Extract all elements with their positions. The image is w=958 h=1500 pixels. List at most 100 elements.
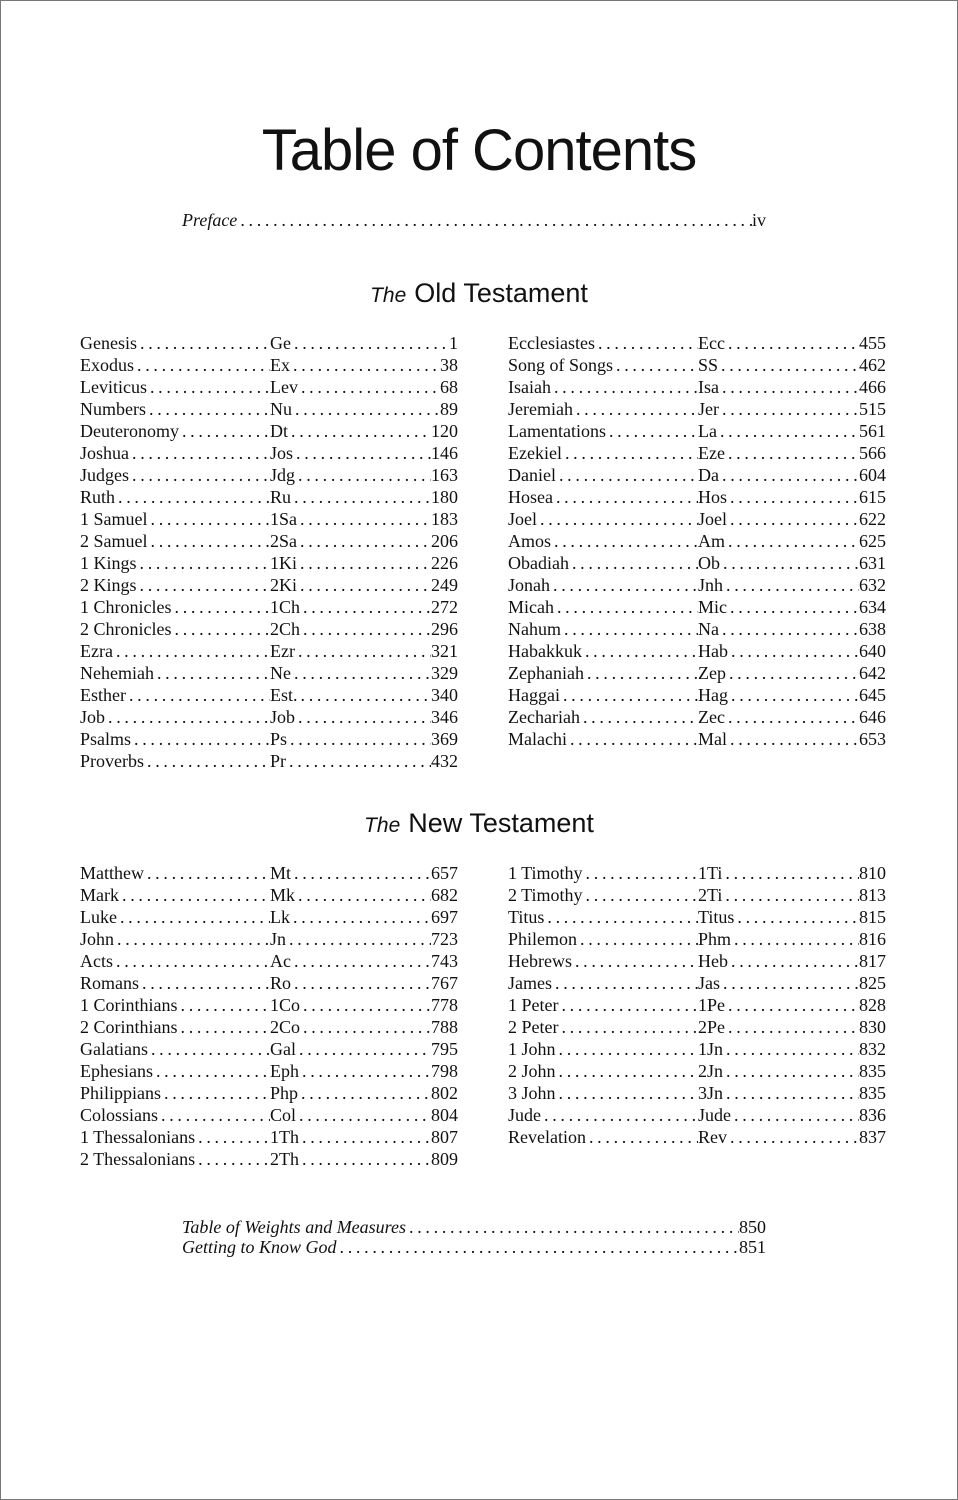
toc-row[interactable]: Jonah Jnh 632 (508, 574, 886, 596)
dot-leader (731, 1104, 859, 1126)
toc-row[interactable]: Numbers Nu 89 (80, 398, 458, 420)
toc-row[interactable]: Galatians Gal 795 (80, 1038, 458, 1060)
toc-row[interactable]: Philemon Phm 816 (508, 928, 886, 950)
toc-row[interactable]: Philippians Php 802 (80, 1082, 458, 1104)
page-number: 1 (449, 333, 458, 353)
abbreviation-cell: 1Ki 226 (270, 552, 458, 574)
toc-row[interactable]: Judges Jdg 163 (80, 464, 458, 486)
toc-row[interactable]: Haggai Hag 645 (508, 684, 886, 706)
toc-row[interactable]: 2 Peter 2Pe 830 (508, 1016, 886, 1038)
toc-row[interactable]: Nahum Na 638 (508, 618, 886, 640)
toc-row[interactable]: Daniel Da 604 (508, 464, 886, 486)
toc-row[interactable]: 1 Samuel 1Sa 183 (80, 508, 458, 530)
page-number: 836 (859, 1105, 886, 1125)
book-name: Amos (508, 531, 552, 551)
toc-row[interactable]: Ephesians Eph 798 (80, 1060, 458, 1082)
book-abbreviation: Zec (698, 707, 725, 727)
abbreviation-cell: Job 346 (270, 706, 458, 728)
toc-row[interactable]: Micah Mic 634 (508, 596, 886, 618)
toc-row[interactable]: Deuteronomy Dt 120 (80, 420, 458, 442)
toc-row[interactable]: Revelation Rev 837 (508, 1126, 886, 1148)
book-name-cell: Lamentations (508, 420, 698, 442)
toc-row[interactable]: 3 John 3Jn 835 (508, 1082, 886, 1104)
book-name-cell: Exodus (80, 354, 270, 376)
toc-row[interactable]: Jude Jude 836 (508, 1104, 886, 1126)
toc-row[interactable]: Ruth Ru 180 (80, 486, 458, 508)
toc-row[interactable]: Job Job 346 (80, 706, 458, 728)
toc-row[interactable]: 2 Samuel 2Sa 206 (80, 530, 458, 552)
toc-row[interactable]: Song of Songs SS 462 (508, 354, 886, 376)
page-number: 767 (431, 973, 458, 993)
toc-row[interactable]: Ecclesiastes Ecc 455 (508, 332, 886, 354)
page-number: 432 (431, 751, 458, 771)
toc-row[interactable]: Amos Am 625 (508, 530, 886, 552)
toc-row[interactable]: Habakkuk Hab 640 (508, 640, 886, 662)
book-name-cell: Micah (508, 596, 698, 618)
toc-row[interactable]: Joel Joel 622 (508, 508, 886, 530)
toc-row[interactable]: Mark Mk 682 (80, 884, 458, 906)
toc-entry-preface[interactable]: Preface iv (182, 209, 766, 231)
toc-row[interactable]: 1 Chronicles 1Ch 272 (80, 596, 458, 618)
toc-row[interactable]: Ezekiel Eze 566 (508, 442, 886, 464)
page-number: 346 (431, 707, 458, 727)
toc-row[interactable]: 1 Timothy 1Ti 810 (508, 862, 886, 884)
book-name: Esther (80, 685, 126, 705)
toc-row[interactable]: Colossians Col 804 (80, 1104, 458, 1126)
page-number: 180 (431, 487, 458, 507)
toc-row[interactable]: Acts Ac 743 (80, 950, 458, 972)
toc-row[interactable]: 2 Corinthians 2Co 788 (80, 1016, 458, 1038)
book-name: 1 Chronicles (80, 597, 172, 617)
toc-row[interactable]: Hosea Hos 615 (508, 486, 886, 508)
book-name: Jude (508, 1105, 541, 1125)
book-abbreviation: Rev (698, 1127, 727, 1147)
new-testament-right-column: 1 Timothy1Ti8102 Timothy2Ti813TitusTitus… (508, 862, 886, 1148)
toc-row[interactable]: Isaiah Isa 466 (508, 376, 886, 398)
toc-row[interactable]: Genesis Ge 1 (80, 332, 458, 354)
toc-row[interactable]: 1 John 1Jn 832 (508, 1038, 886, 1060)
toc-row[interactable]: Jeremiah Jer 515 (508, 398, 886, 420)
abbreviation-cell: 2Pe 830 (698, 1016, 886, 1038)
toc-row[interactable]: Zephaniah Zep 642 (508, 662, 886, 684)
toc-row[interactable]: Titus Titus 815 (508, 906, 886, 928)
toc-row[interactable]: Ezra Ezr 321 (80, 640, 458, 662)
toc-entry-getting-to-know-god[interactable]: Getting to Know God 851 (182, 1236, 766, 1258)
book-name: Jonah (508, 575, 550, 595)
toc-row[interactable]: John Jn 723 (80, 928, 458, 950)
toc-row[interactable]: Nehemiah Ne 329 (80, 662, 458, 684)
book-name: 2 Peter (508, 1017, 559, 1037)
toc-row[interactable]: 2 John 2Jn 835 (508, 1060, 886, 1082)
toc-row[interactable]: Leviticus Lev 68 (80, 376, 458, 398)
toc-row[interactable]: Proverbs Pr 432 (80, 750, 458, 772)
toc-row[interactable]: Joshua Jos 146 (80, 442, 458, 464)
toc-row[interactable]: Hebrews Heb 817 (508, 950, 886, 972)
book-name-cell: Galatians (80, 1038, 270, 1060)
book-name-cell: Ecclesiastes (508, 332, 698, 354)
toc-row[interactable]: 1 Kings 1Ki 226 (80, 552, 458, 574)
toc-entry-weights-measures[interactable]: Table of Weights and Measures 850 (182, 1216, 766, 1238)
book-abbreviation: Ob (698, 553, 720, 573)
toc-row[interactable]: Obadiah Ob 631 (508, 552, 886, 574)
book-abbreviation: Ru (270, 487, 292, 507)
toc-row[interactable]: Romans Ro 767 (80, 972, 458, 994)
toc-row[interactable]: James Jas 825 (508, 972, 886, 994)
toc-row[interactable]: 1 Corinthians 1Co 778 (80, 994, 458, 1016)
toc-row[interactable]: 1 Peter 1Pe 828 (508, 994, 886, 1016)
toc-row[interactable]: 1 Thessalonians 1Th 807 (80, 1126, 458, 1148)
toc-row[interactable]: 2 Chronicles 2Ch 296 (80, 618, 458, 640)
book-name: Hebrews (508, 951, 572, 971)
toc-row[interactable]: Exodus Ex 38 (80, 354, 458, 376)
toc-row[interactable]: 2 Thessalonians 2Th 809 (80, 1148, 458, 1170)
abbreviation-cell: 2Ki 249 (270, 574, 458, 596)
dot-leader (727, 596, 859, 618)
dot-leader (146, 398, 270, 420)
toc-row[interactable]: Matthew Mt 657 (80, 862, 458, 884)
toc-row[interactable]: Zechariah Zec 646 (508, 706, 886, 728)
toc-row[interactable]: Luke Lk 697 (80, 906, 458, 928)
toc-row[interactable]: Malachi Mal 653 (508, 728, 886, 750)
toc-row[interactable]: 2 Kings 2Ki 249 (80, 574, 458, 596)
toc-row[interactable]: 2 Timothy 2Ti 813 (508, 884, 886, 906)
dot-leader (300, 994, 431, 1016)
toc-row[interactable]: Lamentations La 561 (508, 420, 886, 442)
toc-row[interactable]: Psalms Ps 369 (80, 728, 458, 750)
toc-row[interactable]: Esther Est. 340 (80, 684, 458, 706)
